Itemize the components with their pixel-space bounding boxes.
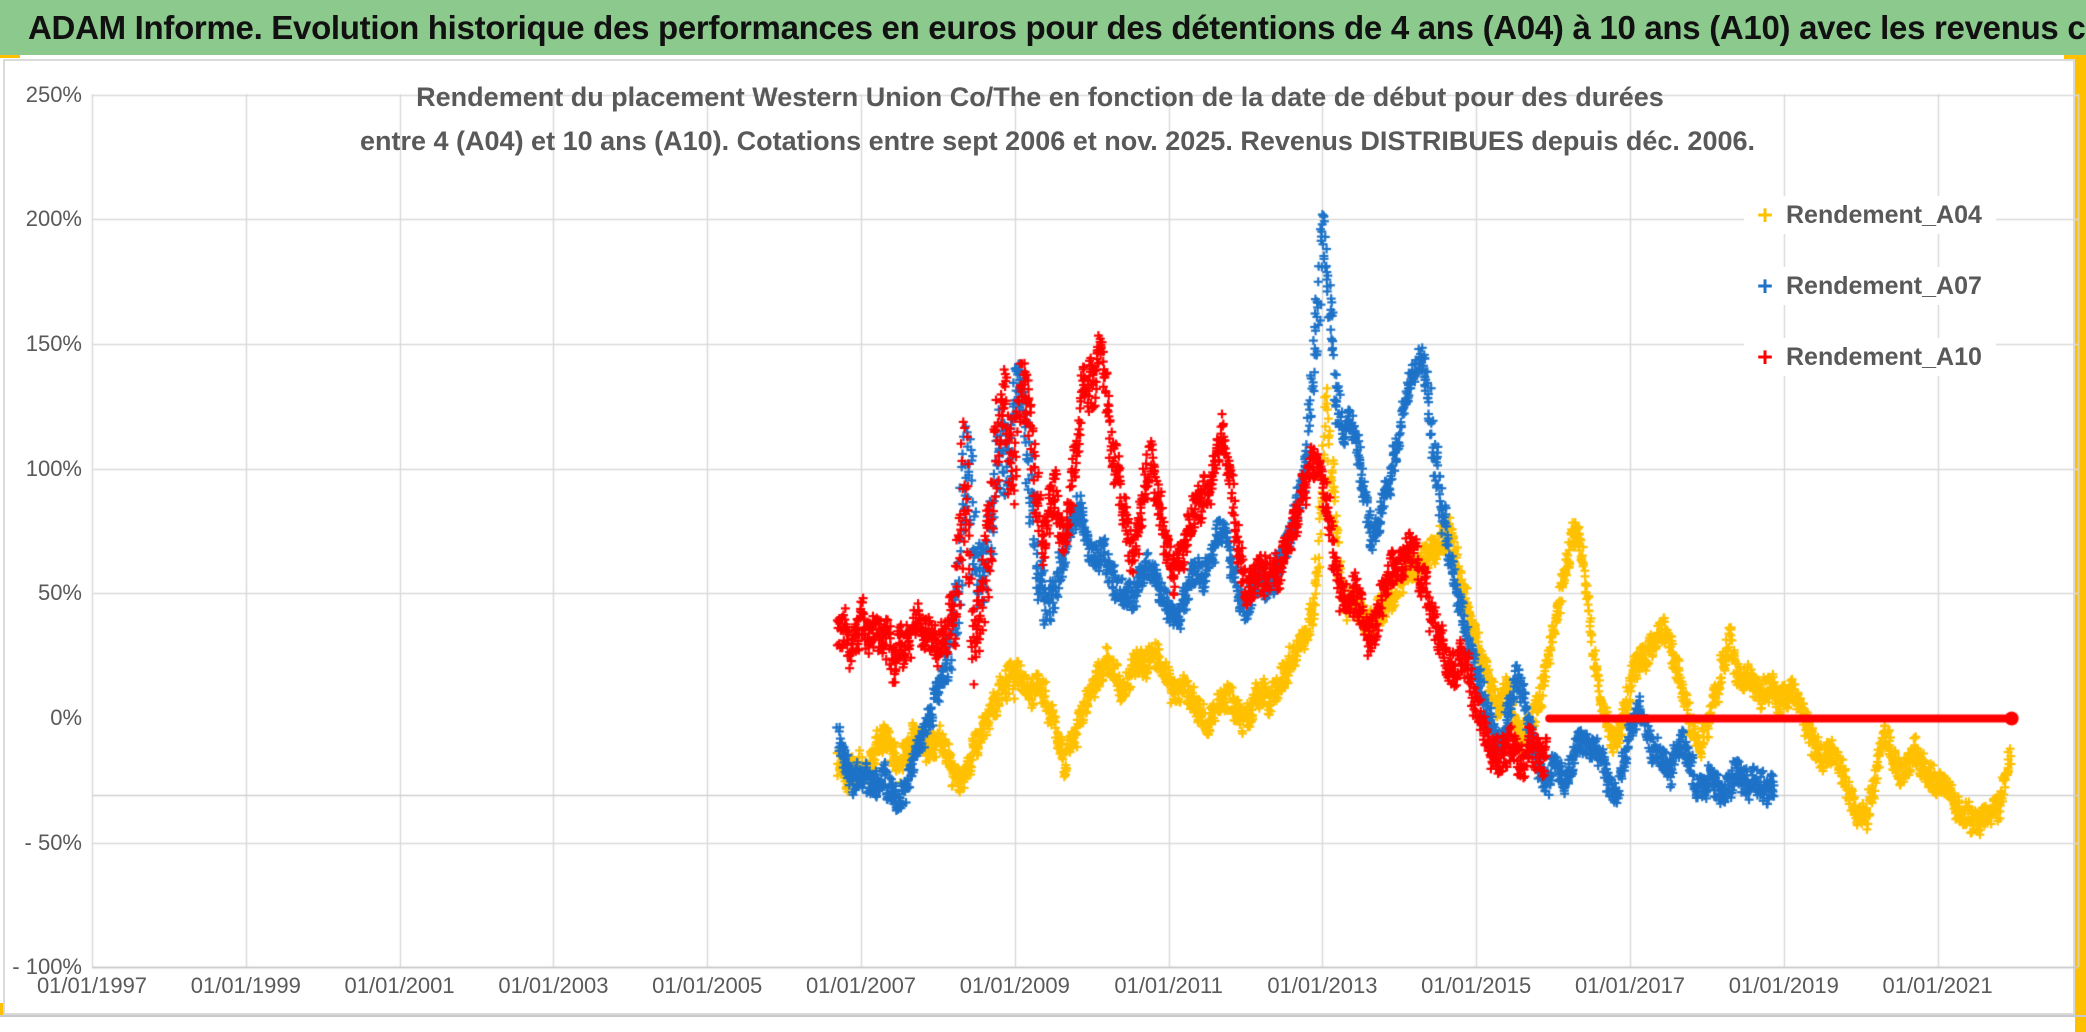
y-tick-label: 50%: [37, 580, 82, 606]
header-banner: ADAM Informe. Evolution historique des p…: [0, 0, 2086, 55]
x-tick-label: 01/01/2009: [959, 973, 1070, 998]
y-tick-label: 250%: [25, 81, 82, 107]
legend-item-rendement_a04[interactable]: + Rendement_A04: [1744, 196, 1996, 234]
legend: + Rendement_A04 + Rendement_A07 + Rendement_A…: [1744, 196, 1996, 409]
chart-title-line-1: Rendement du placement Western Union Co/…: [416, 82, 1664, 112]
x-tick-label: 01/01/2015: [1421, 973, 1532, 998]
y-tick-label: 100%: [25, 455, 82, 481]
y-tick-label: 200%: [25, 206, 82, 232]
legend-item-label: Rendement_A04: [1786, 200, 1982, 229]
x-tick-label: 01/01/2021: [1882, 973, 1993, 998]
legend-item-label: Rendement_A07: [1786, 271, 1982, 300]
chart-title-line-2: entre 4 (A04) et 10 ans (A10). Cotations…: [360, 126, 1755, 156]
x-tick-label: 01/01/2017: [1574, 973, 1686, 998]
x-tick-label: 01/01/2013: [1267, 973, 1378, 998]
y-tick-label: - 100%: [12, 954, 82, 980]
x-tick-label: 01/01/1999: [190, 973, 301, 998]
legend-plus-marker-icon: +: [1757, 200, 1773, 230]
x-tick-label: 01/01/1997: [36, 973, 148, 998]
x-tick-label: 01/01/2007: [805, 973, 917, 998]
x-tick-label: 01/01/2001: [344, 973, 455, 998]
y-tick-label: 0%: [50, 705, 82, 730]
legend-plus-marker-icon: +: [1757, 342, 1773, 372]
header-title: ADAM Informe. Evolution historique des p…: [28, 8, 2086, 46]
y-tick-label: - 50%: [24, 829, 82, 855]
y-tick-label: 150%: [25, 330, 82, 356]
legend-item-rendement_a10[interactable]: + Rendement_A10: [1744, 338, 1996, 376]
x-tick-label: 01/01/2003: [498, 973, 609, 998]
x-tick-label: 01/01/2005: [652, 973, 763, 998]
x-tick-label: 01/01/2019: [1728, 973, 1839, 998]
legend-item-label: Rendement_A10: [1786, 342, 1982, 371]
legend-plus-marker-icon: +: [1757, 271, 1773, 301]
x-tick-label: 01/01/2011: [1114, 973, 1223, 998]
legend-item-rendement_a07[interactable]: + Rendement_A07: [1744, 267, 1996, 305]
